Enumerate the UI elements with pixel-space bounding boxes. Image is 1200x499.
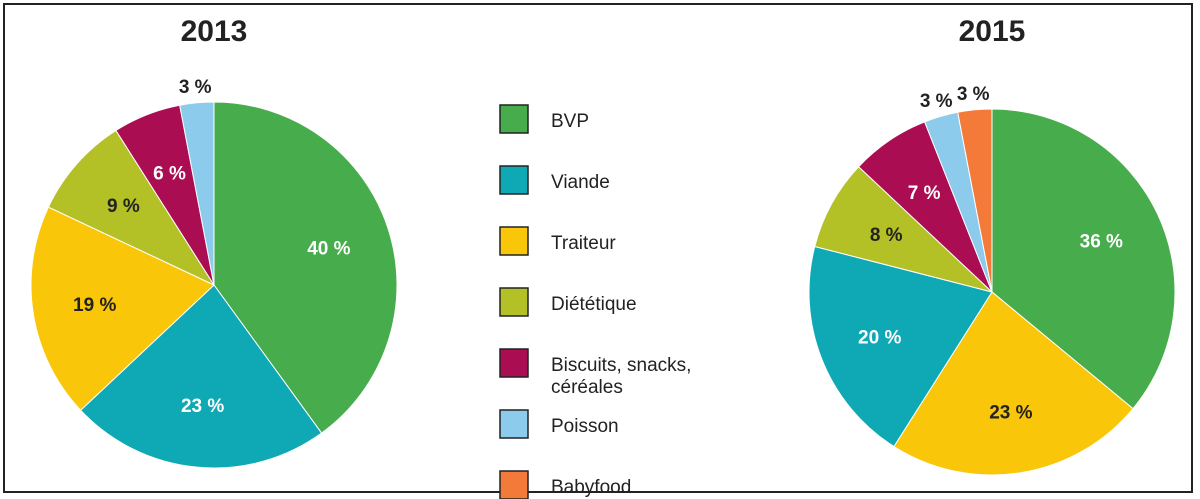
slice-label-2015-biscuits-snacks-cereales: 7 %	[908, 183, 941, 204]
legend-swatch-viande	[499, 165, 529, 195]
legend: BVP Viande Traiteur Diététique Biscuits, sna…	[499, 104, 691, 499]
pie-chart-2013: 2013 40 % 23 % 19 % 9 % 6 % 3 %	[30, 15, 398, 469]
legend-label-bvp: BVP	[551, 111, 589, 132]
legend-swatch-dietetique	[499, 287, 529, 317]
pie-slice-2015-traiteur	[893, 291, 1134, 476]
pie-chart-2015: 2015 36 % 23 % 20 % 8 %7 % 3 % 3 %	[808, 15, 1176, 476]
legend-label-dietetique: Diététique	[551, 294, 637, 315]
slice-label-2015-bvp: 36 %	[1080, 232, 1123, 253]
chart-title-2013: 2013	[181, 15, 248, 48]
pie-slice-2015-dietetique	[814, 166, 993, 293]
slice-label-2013-viande: 23 %	[181, 396, 224, 417]
legend-label-biscuits-snacks-cereales-line-1: Biscuits, snacks,	[551, 355, 691, 376]
legend-swatch-babyfood	[499, 470, 529, 499]
legend-label-viande: Viande	[551, 172, 610, 193]
pie-slice-2015-babyfood	[957, 108, 993, 293]
pie-slice-2015-bvp	[991, 108, 1176, 410]
legend-swatch-bvp	[499, 104, 529, 134]
pie-slice-2013-poisson	[179, 101, 215, 286]
slice-label-2013-dietetique: 9 %	[107, 196, 140, 217]
slice-label-2013-biscuits-snacks-cereales: 6 %	[153, 164, 186, 185]
slice-label-2015-traiteur: 23 %	[989, 402, 1032, 423]
slice-label-2015-poisson: 3 %	[920, 91, 953, 112]
legend-label-biscuits-snacks-cereales-line-2: céréales	[551, 377, 623, 398]
legend-swatch-biscuits-snacks-cereales	[499, 348, 529, 378]
slice-label-2013-poisson: 3 %	[179, 77, 212, 98]
pie-slice-2013-bvp	[213, 101, 398, 434]
pie-slice-2013-dietetique	[47, 129, 216, 287]
legend-swatch-poisson	[499, 409, 529, 439]
legend-swatch-traiteur	[499, 226, 529, 256]
pie-slice-2013-viande	[79, 284, 323, 469]
legend-label-traiteur: Traiteur	[551, 233, 616, 254]
slice-label-2015-dietetique: 8 %	[870, 225, 903, 246]
chart-title-2015: 2015	[959, 15, 1026, 48]
slice-label-2013-traiteur: 19 %	[73, 295, 116, 316]
pie-slice-2015-viande	[808, 245, 993, 448]
legend-label-poisson: Poisson	[551, 416, 619, 437]
pie-slice-2013-traiteur	[30, 206, 215, 411]
slice-label-2015-viande: 20 %	[858, 328, 901, 349]
legend-label-babyfood: Babyfood	[551, 477, 631, 498]
slice-label-2015-babyfood: 3 %	[957, 84, 990, 105]
slice-label-2013-bvp: 40 %	[307, 239, 350, 260]
